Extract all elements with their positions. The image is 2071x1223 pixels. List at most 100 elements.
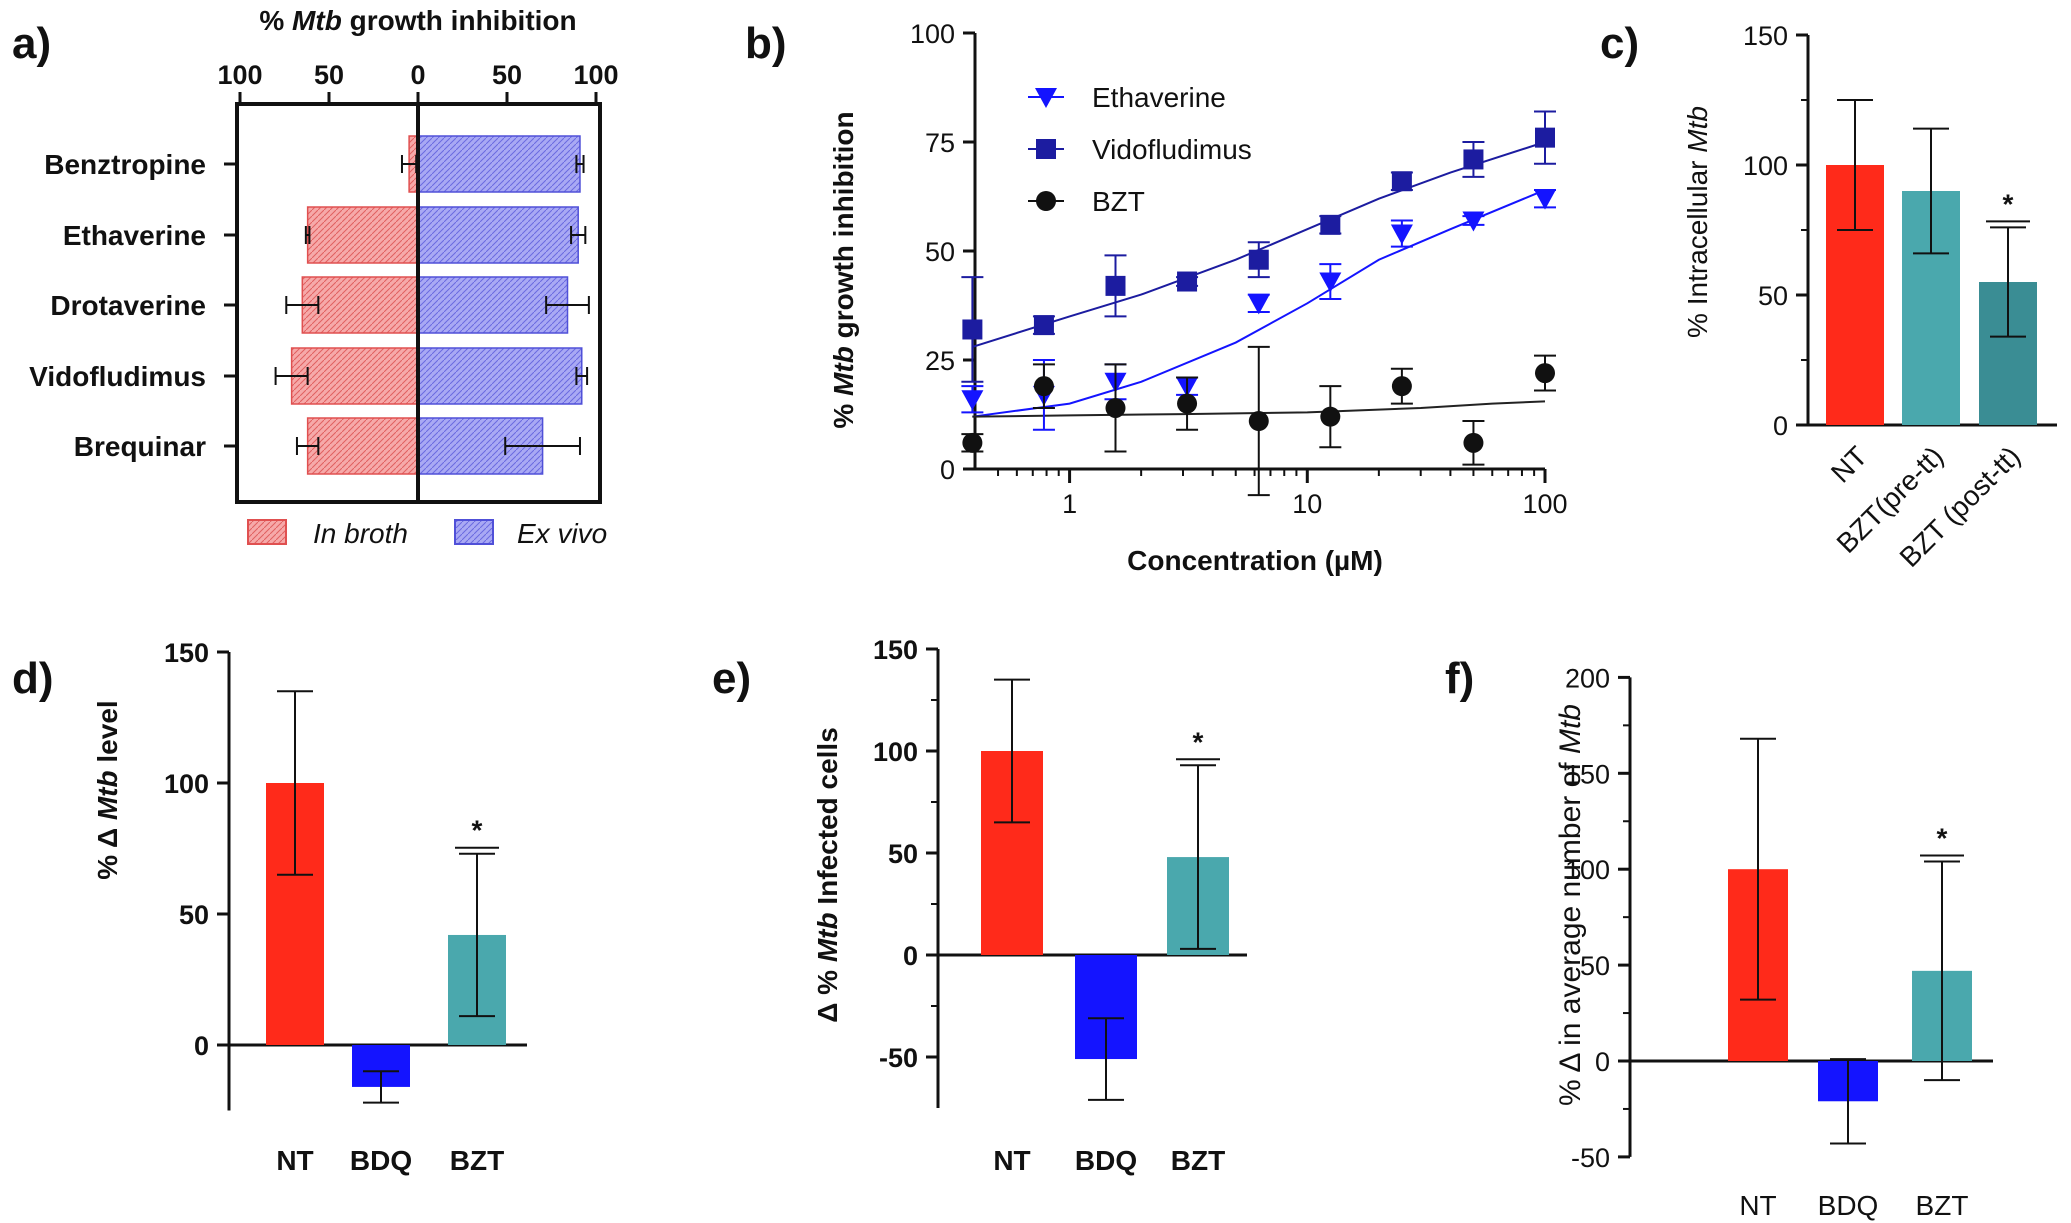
point-bzt bbox=[1177, 393, 1198, 414]
panel-label-d: d) bbox=[12, 654, 54, 703]
panel-a-xtick-label: 50 bbox=[492, 60, 522, 90]
panel-e-ytick-label: 50 bbox=[888, 839, 918, 869]
point-bzt bbox=[1033, 376, 1054, 397]
panel-e-ytick-label: 150 bbox=[873, 635, 918, 665]
significance-star: * bbox=[2003, 188, 2014, 219]
category-label: BZT bbox=[1171, 1145, 1225, 1176]
bar-in-broth bbox=[301, 276, 419, 334]
panel-d-ytick-label: 100 bbox=[164, 769, 209, 799]
legend-label-ex-vivo: Ex vivo bbox=[517, 518, 607, 549]
panel-b-xlabel: Concentration (µM) bbox=[1127, 545, 1383, 576]
category-label: NT bbox=[993, 1145, 1030, 1176]
category-label: Drotaverine bbox=[50, 290, 206, 321]
legend-label-vidofludimus: Vidofludimus bbox=[1092, 134, 1252, 165]
point-vidofludimus bbox=[1535, 127, 1555, 148]
bar-ex-vivo bbox=[417, 206, 579, 264]
point-ethaverine bbox=[1390, 224, 1413, 245]
panel-b-ytick-label: 25 bbox=[925, 346, 955, 376]
point-vidofludimus bbox=[1177, 271, 1198, 292]
category-label: Ethaverine bbox=[63, 220, 206, 251]
panel-a-xtick-label: 100 bbox=[573, 60, 618, 90]
significance-star: * bbox=[1193, 726, 1204, 757]
point-ethaverine bbox=[1462, 211, 1485, 232]
category-label: NT bbox=[1739, 1190, 1776, 1221]
point-bzt bbox=[1391, 376, 1412, 397]
panel-b-ytick-label: 50 bbox=[925, 237, 955, 267]
legend-label-ethaverine: Ethaverine bbox=[1092, 82, 1226, 113]
panel-f-ytick-label: 100 bbox=[1565, 855, 1610, 885]
panel-a-xtick-label: 0 bbox=[410, 60, 425, 90]
panel-b-ytick-label: 75 bbox=[925, 128, 955, 158]
panel-label-a: a) bbox=[12, 19, 51, 68]
fit-curve-bzt bbox=[972, 400, 1546, 418]
legend-label-bzt: BZT bbox=[1092, 186, 1145, 217]
fit-curve-vidofludimus bbox=[972, 141, 1546, 348]
bar-in-broth bbox=[306, 206, 419, 264]
panel-f-ytick-label: 150 bbox=[1565, 759, 1610, 789]
panel-e-ytick-label: 100 bbox=[873, 737, 918, 767]
legend-swatch-in-broth bbox=[247, 519, 287, 545]
panel-b: 0 25 50 75 100 1 10 100 Ethaverine Vidofludimus B… bbox=[828, 19, 1568, 576]
panel-c-ytick-label: 100 bbox=[1743, 151, 1788, 181]
significance-star: * bbox=[1937, 823, 1948, 854]
category-label: BDQ bbox=[1818, 1190, 1879, 1221]
point-ethaverine bbox=[1319, 272, 1342, 293]
category-label: BZT bbox=[450, 1145, 504, 1176]
point-vidofludimus bbox=[1248, 249, 1269, 270]
panel-b-ylabel: % Mtb growth inhibition bbox=[828, 111, 859, 428]
category-label: NT bbox=[276, 1145, 313, 1176]
point-bzt bbox=[1248, 411, 1269, 432]
panel-d-ylabel: % Δ Mtb level bbox=[92, 700, 123, 879]
panel-d-ytick-label: 150 bbox=[164, 638, 209, 668]
panel-f-ylabel: % Δ in average number of Mtb bbox=[1554, 704, 1587, 1106]
point-bzt bbox=[1320, 406, 1341, 427]
bar-in-broth bbox=[290, 347, 419, 405]
panel-c: % Intracellular Mtb 050100150NTBZT(pre-t… bbox=[1682, 21, 2057, 573]
panel-a-xtick-label: 100 bbox=[217, 60, 262, 90]
point-vidofludimus bbox=[1320, 214, 1341, 235]
panel-c-ytick-label: 150 bbox=[1743, 21, 1788, 51]
legend-label-in-broth: In broth bbox=[313, 518, 408, 549]
point-ethaverine bbox=[1534, 189, 1556, 210]
bar-in-broth bbox=[306, 417, 419, 475]
panel-f-ytick-label: 50 bbox=[1580, 951, 1610, 981]
panel-e: Δ % Mtb Infected cells -50 0 50 100 150 NT BDQ… bbox=[812, 635, 1247, 1176]
panel-d-ytick-label: 0 bbox=[194, 1031, 209, 1061]
point-ethaverine bbox=[1247, 294, 1270, 315]
panel-c-ylabel: % Intracellular Mtb bbox=[1682, 106, 1713, 338]
category-label: BDQ bbox=[350, 1145, 412, 1176]
panel-f: % Δ in average number of Mtb -50 0 50 100 15… bbox=[1554, 663, 1993, 1221]
panel-b-xtick-label: 10 bbox=[1292, 489, 1322, 519]
panel-b-ytick-label: 100 bbox=[910, 19, 955, 49]
significance-star: * bbox=[472, 815, 483, 846]
panel-c-ytick-label: 50 bbox=[1758, 281, 1788, 311]
panel-label-e: e) bbox=[712, 654, 751, 703]
point-vidofludimus bbox=[962, 319, 983, 340]
point-bzt bbox=[1535, 363, 1555, 384]
point-vidofludimus bbox=[1463, 149, 1484, 170]
panel-a-axis: 100 50 0 50 100 bbox=[217, 60, 619, 104]
panel-a: % Mtb growth inhibition 100 50 0 50 100 Benz… bbox=[29, 5, 618, 549]
panel-b-ytick-label: 0 bbox=[940, 455, 955, 485]
legend-marker-bzt bbox=[1036, 191, 1056, 211]
legend-marker-ethaverine bbox=[1035, 88, 1057, 108]
point-bzt bbox=[962, 432, 983, 453]
panel-c-ytick-label: 0 bbox=[1773, 411, 1788, 441]
panel-a-bars bbox=[274, 135, 590, 475]
point-ethaverine bbox=[961, 390, 984, 411]
panel-b-legend: Ethaverine Vidofludimus BZT bbox=[1028, 82, 1252, 217]
panel-b-fit-curves bbox=[972, 141, 1546, 418]
panel-a-categories: Benztropine Ethaverine Drotaverine Vidoflud… bbox=[29, 149, 237, 462]
panel-f-ytick-label: 0 bbox=[1595, 1047, 1610, 1077]
point-vidofludimus bbox=[1391, 171, 1412, 192]
point-vidofludimus bbox=[1033, 315, 1054, 336]
bar-ex-vivo bbox=[417, 276, 569, 334]
category-label: BZT bbox=[1916, 1190, 1969, 1221]
panel-d: % Δ Mtb level 0 50 100 150 NT BDQ * BZT bbox=[92, 638, 527, 1176]
category-label: Benztropine bbox=[44, 149, 206, 180]
panel-d-ytick-label: 50 bbox=[179, 900, 209, 930]
panel-label-b: b) bbox=[745, 19, 787, 68]
panel-a-legend: In broth Ex vivo bbox=[247, 518, 607, 549]
panel-label-f: f) bbox=[1445, 654, 1474, 703]
